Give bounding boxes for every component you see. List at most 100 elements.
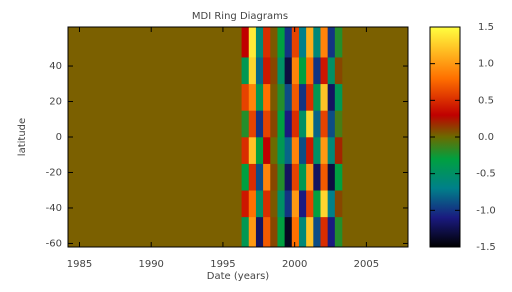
heat-cell: [299, 57, 306, 84]
heat-cell: [335, 27, 342, 57]
y-tick-label: -60: [46, 238, 62, 249]
heat-cell: [320, 57, 327, 84]
heat-cell: [306, 57, 313, 84]
heat-cell: [335, 217, 342, 247]
heat-cell: [306, 217, 313, 247]
heat-cell: [306, 110, 313, 137]
heat-cell: [328, 164, 335, 191]
heat-cell: [328, 57, 335, 84]
heat-cell: [242, 217, 249, 247]
heat-cell: [277, 164, 284, 191]
heat-cell: [292, 84, 299, 111]
heat-cell: [270, 137, 277, 164]
heat-cell: [242, 137, 249, 164]
heat-cell: [256, 137, 263, 164]
heat-cell: [277, 137, 284, 164]
x-tick-label: 1985: [67, 259, 92, 270]
colorbar-tick-label: 1.5: [478, 22, 494, 33]
heat-cell: [277, 190, 284, 217]
heat-cell: [292, 190, 299, 217]
heat-cell: [256, 27, 263, 57]
colorbar-tick-label: 0.0: [478, 132, 494, 143]
heat-cell: [328, 217, 335, 247]
heat-cell: [335, 84, 342, 111]
heat-cell: [320, 110, 327, 137]
y-tick-label: 40: [49, 61, 62, 72]
heat-cell: [299, 84, 306, 111]
colorbar-tick-label: -0.5: [476, 169, 496, 180]
colorbar-tick-label: 0.5: [478, 95, 494, 106]
heat-cell: [313, 164, 320, 191]
heat-cell: [328, 137, 335, 164]
heat-cell: [313, 110, 320, 137]
heat-cell: [256, 57, 263, 84]
heat-cell: [292, 137, 299, 164]
heat-cell: [256, 164, 263, 191]
heat-cell: [263, 27, 270, 57]
heat-cell: [320, 190, 327, 217]
colorbar-tick-label: 1.0: [478, 59, 494, 70]
heat-cell: [285, 217, 292, 247]
heat-cell: [249, 27, 256, 57]
colorbar-tick-label: -1.5: [476, 242, 496, 253]
heat-cell: [270, 84, 277, 111]
heat-cell: [292, 57, 299, 84]
heat-cell: [285, 190, 292, 217]
heat-cell: [292, 164, 299, 191]
heat-cell: [242, 57, 249, 84]
heat-cell: [320, 84, 327, 111]
heat-cell: [249, 110, 256, 137]
heat-cell: [263, 57, 270, 84]
heat-cell: [277, 57, 284, 84]
heat-cell: [306, 190, 313, 217]
heat-cell: [270, 27, 277, 57]
heat-cell: [242, 164, 249, 191]
heat-cell: [299, 190, 306, 217]
heat-cell: [306, 84, 313, 111]
heat-cell: [249, 84, 256, 111]
heat-cell: [270, 164, 277, 191]
heat-cell: [292, 217, 299, 247]
heat-cell: [249, 217, 256, 247]
heat-cell: [313, 84, 320, 111]
heat-cell: [285, 27, 292, 57]
heat-cell: [249, 137, 256, 164]
plot-background: [68, 27, 408, 247]
heat-cell: [263, 217, 270, 247]
chart-title: MDI Ring Diagrams: [192, 11, 288, 22]
heat-cell: [277, 84, 284, 111]
heat-cell: [313, 27, 320, 57]
heat-cell: [263, 190, 270, 217]
heat-cell: [242, 110, 249, 137]
heat-cell: [249, 190, 256, 217]
heat-cell: [320, 164, 327, 191]
colorbar-tick-label: -1.0: [476, 205, 496, 216]
heat-cell: [277, 217, 284, 247]
heat-cell: [299, 27, 306, 57]
heat-cell: [285, 137, 292, 164]
y-tick-label: 20: [49, 97, 62, 108]
heat-cell: [270, 190, 277, 217]
heat-cell: [320, 137, 327, 164]
heat-cell: [313, 137, 320, 164]
heat-cell: [249, 57, 256, 84]
heat-cell: [328, 84, 335, 111]
heat-cell: [313, 57, 320, 84]
heat-cell: [306, 164, 313, 191]
heat-cell: [335, 57, 342, 84]
heat-cell: [299, 110, 306, 137]
y-tick-label: -40: [46, 203, 62, 214]
heat-cell: [299, 217, 306, 247]
heat-cell: [335, 190, 342, 217]
heat-cell: [320, 217, 327, 247]
heat-cell: [242, 27, 249, 57]
heat-cell: [277, 110, 284, 137]
heat-cell: [328, 190, 335, 217]
x-tick-label: 2000: [282, 259, 307, 270]
heat-cell: [270, 217, 277, 247]
x-axis-label: Date (years): [207, 271, 270, 282]
heat-cell: [335, 137, 342, 164]
heat-cell: [285, 110, 292, 137]
heat-cell: [292, 27, 299, 57]
